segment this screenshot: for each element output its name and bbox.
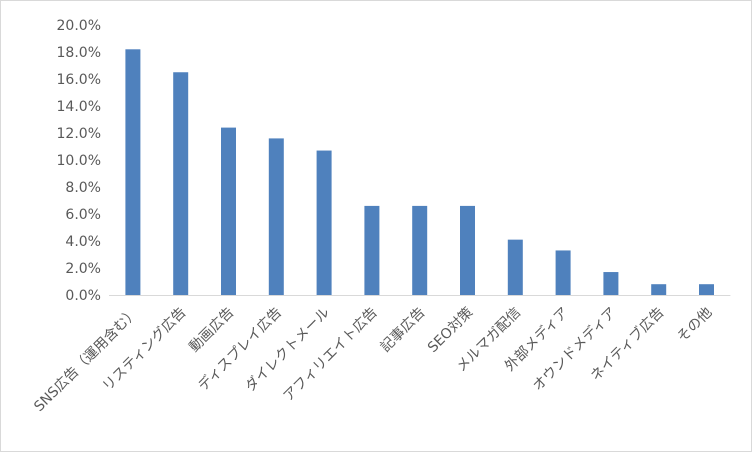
x-category-label: オウンドメディア (529, 304, 620, 395)
y-tick-label: 2.0% (65, 261, 101, 277)
bar (651, 284, 667, 295)
y-tick-label: 4.0% (65, 234, 101, 250)
x-category-label: その他 (674, 305, 715, 346)
y-tick-label: 6.0% (65, 207, 101, 223)
y-tick-label: 14.0% (57, 99, 101, 115)
y-tick-label: 8.0% (65, 180, 101, 196)
y-tick-label: 10.0% (57, 153, 101, 169)
y-tick-label: 16.0% (57, 72, 101, 88)
x-category-label: ダイレクトメール (242, 305, 333, 396)
bar (507, 239, 523, 295)
bar (699, 284, 714, 295)
y-tick-label: 20.0% (57, 18, 101, 34)
x-category-label: 記事広告 (377, 304, 429, 356)
y-tick-label: 18.0% (57, 45, 101, 61)
bar (555, 250, 571, 295)
x-category-label: リスティング広告 (100, 305, 190, 395)
bar (173, 72, 189, 295)
bar (364, 205, 380, 295)
y-tick-label: 0.0% (65, 288, 101, 304)
bar (268, 138, 284, 295)
bar (603, 272, 619, 295)
bar (412, 205, 428, 295)
bar (316, 150, 332, 295)
x-category-label: ディスプレイ広告 (195, 304, 286, 395)
bar (125, 49, 141, 295)
bar (221, 127, 236, 295)
y-tick-label: 12.0% (57, 126, 101, 142)
x-category-label: アフィリエイト広告 (281, 305, 381, 405)
bar (460, 205, 475, 295)
